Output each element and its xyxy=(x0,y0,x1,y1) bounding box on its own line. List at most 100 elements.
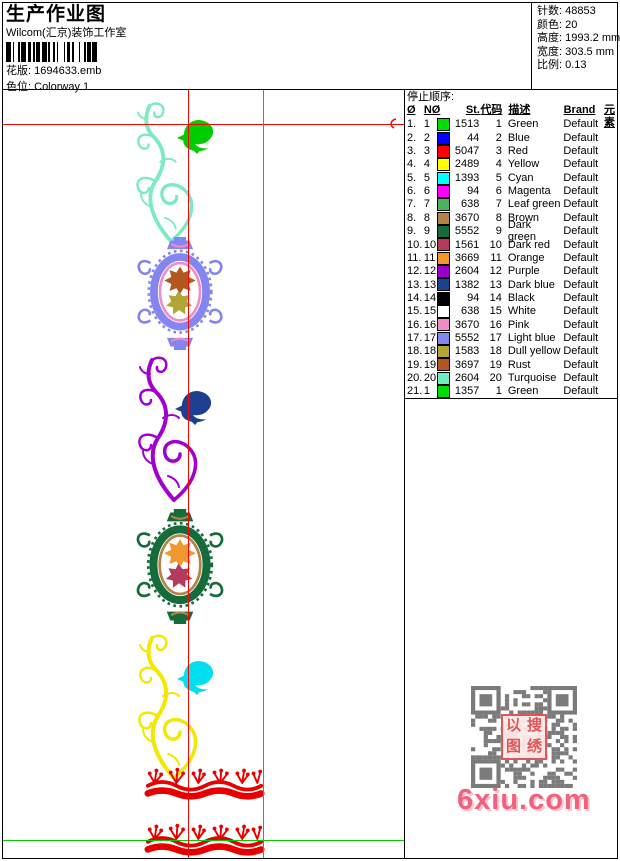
row-color-name: White xyxy=(507,305,536,318)
row-code: 17 xyxy=(489,331,502,344)
row-color-name: Magenta xyxy=(507,185,551,198)
table-row: 16. 16 3670 16 Pink Default xyxy=(405,318,617,332)
seal-char: 绣 xyxy=(526,738,542,755)
row-needle: 5 xyxy=(423,171,431,184)
row-color-name: Black xyxy=(507,291,535,304)
row-color-name: Rust xyxy=(507,358,531,371)
row-code: 2 xyxy=(495,131,502,144)
row-color-name: Leaf green xyxy=(507,198,561,211)
stop-sequence-label: 停止顺序: xyxy=(407,91,455,103)
row-needle: 9 xyxy=(423,225,431,238)
row-brand: Default xyxy=(563,385,599,398)
seal-char: 搜 xyxy=(526,717,542,734)
row-seq: 16. xyxy=(407,318,423,331)
row-brand: Default xyxy=(563,238,599,251)
row-seq: 18. xyxy=(407,345,423,358)
row-stitches: 2604 xyxy=(454,371,480,384)
row-brand: Default xyxy=(563,211,599,224)
row-needle: 7 xyxy=(423,198,431,211)
yellow-vine-motif xyxy=(139,635,196,778)
colorway-label: 色位: xyxy=(6,81,32,93)
row-needle: 15 xyxy=(423,305,437,318)
row-seq: 4. xyxy=(407,158,417,171)
header-left: 生产作业图 Wilcom(汇京)装饰工作室 花版: 1694633.emb 色位… xyxy=(3,3,532,93)
row-needle: 17 xyxy=(423,331,437,344)
row-brand: Default xyxy=(563,371,599,384)
row-needle: 1 xyxy=(423,118,431,131)
col-desc: 描述 xyxy=(508,104,531,116)
row-color-name: Green xyxy=(507,385,539,398)
row-needle: 19 xyxy=(423,358,437,371)
row-stitches: 1357 xyxy=(454,385,480,398)
row-needle: 13 xyxy=(423,278,437,291)
col-seq: Ø xyxy=(407,104,416,116)
row-code: 16 xyxy=(489,318,502,331)
row-seq: 19. xyxy=(407,358,423,371)
purple-vine-motif xyxy=(139,357,196,500)
row-seq: 17. xyxy=(407,331,423,344)
color-swatch xyxy=(437,331,451,345)
row-brand: Default xyxy=(563,118,599,131)
row-color-name: Green xyxy=(507,118,539,131)
page-title: 生产作业图 xyxy=(6,4,107,25)
table-row: 4. 4 2489 4 Yellow Default xyxy=(405,158,617,172)
row-code: 19 xyxy=(489,358,502,371)
row-code: 1 xyxy=(495,118,502,131)
table-row: 18. 18 1583 18 Dull yellow Default xyxy=(405,345,617,359)
row-code: 20 xyxy=(489,371,502,384)
design-width: 宽度: 303.5 mm xyxy=(537,45,615,58)
row-seq: 14. xyxy=(407,291,423,304)
color-swatch xyxy=(437,278,451,292)
row-seq: 10. xyxy=(407,238,423,251)
row-stitches: 2489 xyxy=(454,158,480,171)
row-needle: 11 xyxy=(423,251,436,264)
row-needle: 6 xyxy=(423,185,431,198)
row-code: 11 xyxy=(490,251,502,264)
row-color-name: Brown xyxy=(507,211,540,224)
pattern-label: 花版: xyxy=(6,65,32,77)
table-row: 8. 8 3670 8 Brown Default xyxy=(405,211,617,225)
row-needle: 18 xyxy=(423,345,437,358)
row-code: 12 xyxy=(489,265,502,278)
row-stitches: 3670 xyxy=(454,318,480,331)
color-swatch xyxy=(437,304,451,318)
row-stitches: 1382 xyxy=(454,278,480,291)
table-row: 13. 13 1382 13 Dark blue Default xyxy=(405,278,617,292)
row-color-name: Light blue xyxy=(507,331,556,344)
row-seq: 8. xyxy=(407,211,417,224)
row-brand: Default xyxy=(563,251,599,264)
row-seq: 15. xyxy=(407,305,423,318)
col-brand: Brand xyxy=(563,104,596,116)
row-needle: 14 xyxy=(423,291,437,304)
table-row: 7. 7 638 7 Leaf green Default xyxy=(405,198,617,212)
studio-name: Wilcom(汇京)装饰工作室 xyxy=(6,27,127,39)
row-code: 5 xyxy=(495,171,502,184)
row-needle: 16 xyxy=(423,318,437,331)
colorway-value: Colorway 1 xyxy=(34,81,90,93)
row-seq: 3. xyxy=(407,145,417,158)
row-needle: 12 xyxy=(423,265,437,278)
row-brand: Default xyxy=(563,318,599,331)
red-border-band-top xyxy=(147,767,263,797)
row-seq: 21. xyxy=(407,385,423,398)
table-row: 17. 17 5552 17 Light blue Default xyxy=(405,331,617,345)
row-color-name: Cyan xyxy=(507,171,534,184)
color-swatch xyxy=(437,184,451,198)
row-stitches: 3670 xyxy=(454,211,480,224)
row-seq: 11. xyxy=(407,251,422,264)
row-code: 10 xyxy=(489,238,502,251)
row-code: 4 xyxy=(495,158,502,171)
row-stitches: 1561 xyxy=(454,238,480,251)
table-row: 11. 11 3669 11 Orange Default xyxy=(405,251,617,265)
row-seq: 5. xyxy=(407,171,417,184)
row-code: 8 xyxy=(495,211,502,224)
table-header: Ø NØ St. 代码 描述 Brand 元素 xyxy=(405,104,617,129)
row-code: 13 xyxy=(489,278,502,291)
color-swatch xyxy=(437,118,451,132)
table-row: 1. 1 1513 1 Green Default xyxy=(405,118,617,132)
row-stitches: 5552 xyxy=(454,225,480,238)
red-seal: 以 搜 图 绣 xyxy=(501,714,547,760)
row-needle: 2 xyxy=(423,131,431,144)
row-stitches: 94 xyxy=(467,291,480,304)
color-swatch xyxy=(437,385,451,399)
